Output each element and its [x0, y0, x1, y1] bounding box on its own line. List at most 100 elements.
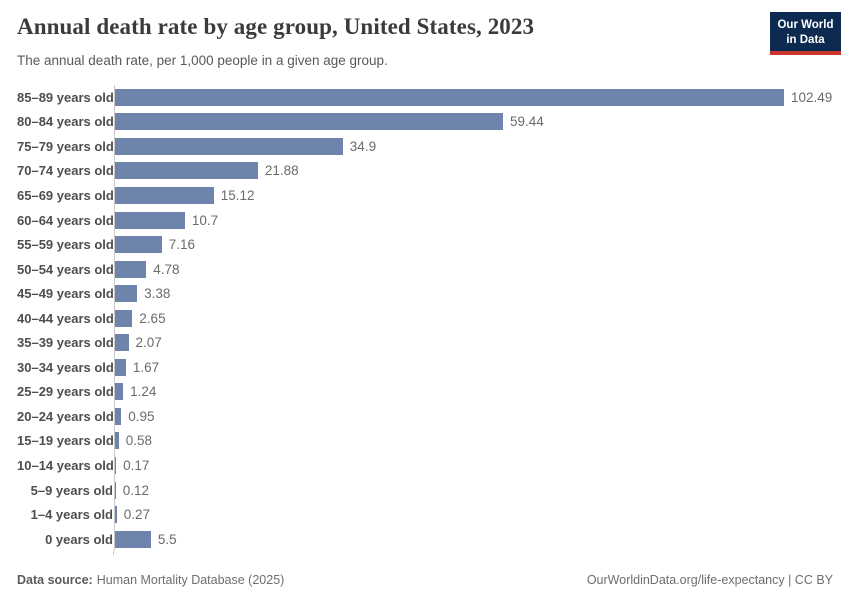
bar-track: 15.12: [114, 183, 840, 208]
category-label: 40–44 years old: [17, 310, 114, 326]
owid-logo-line2: in Data: [786, 33, 825, 46]
bar-track: 0.95: [114, 404, 840, 429]
category-label: 35–39 years old: [17, 335, 114, 351]
category-label: 1–4 years old: [30, 507, 113, 523]
value-label: 4.78: [153, 261, 180, 277]
bar-track: 0.58: [114, 428, 840, 454]
category-label: 45–49 years old: [17, 286, 114, 302]
bar-track: 7.16: [114, 232, 840, 257]
chart-row: 35–39 years old 2.07: [17, 330, 840, 356]
bar-track: 0.27: [114, 502, 840, 527]
chart-row: 85–89 years old 102.49: [17, 85, 840, 110]
category-label: 5–9 years old: [30, 482, 113, 498]
bar[interactable]: [115, 162, 258, 180]
category-label: 55–59 years old: [17, 237, 114, 253]
value-label: 15.12: [220, 187, 255, 203]
value-label: 59.44: [509, 114, 544, 130]
bar[interactable]: [115, 358, 126, 376]
bar-track: 1.24: [114, 379, 840, 405]
chart-row: 55–59 years old 7.16: [17, 232, 840, 257]
chart-row: 30–34 years old 1.67: [17, 355, 840, 380]
data-source-label: Data source:: [17, 573, 93, 587]
bar-track: 4.78: [114, 256, 840, 282]
chart-row: 45–49 years old 3.38: [17, 281, 840, 306]
bar-track: 0.17: [114, 453, 840, 478]
chart-footer: Data source: Human Mortality Database (20…: [17, 573, 833, 587]
data-source: Data source: Human Mortality Database (20…: [17, 573, 284, 587]
bar[interactable]: [115, 407, 122, 425]
value-label: 5.5: [157, 531, 177, 547]
bar[interactable]: [115, 137, 343, 155]
chart-row: 0 years old 5.5: [17, 526, 840, 552]
chart-row: 70–74 years old 21.88: [17, 158, 840, 184]
chart-row: 1–4 years old 0.27: [17, 502, 840, 527]
bar[interactable]: [115, 432, 119, 450]
axis-line-tail: [113, 551, 114, 556]
category-label: 20–24 years old: [17, 408, 114, 424]
bar-track: 1.67: [114, 355, 840, 380]
bar-track: 10.7: [114, 207, 840, 233]
category-label: 25–29 years old: [17, 384, 114, 400]
value-label: 7.16: [168, 237, 196, 253]
bar[interactable]: [115, 506, 117, 524]
bar[interactable]: [115, 211, 185, 229]
value-label: 0.12: [122, 482, 150, 498]
bar[interactable]: [115, 530, 151, 548]
bar[interactable]: [115, 88, 784, 106]
bar[interactable]: [115, 481, 116, 499]
value-label: 1.24: [130, 384, 157, 400]
owid-logo[interactable]: Our World in Data: [770, 12, 841, 56]
value-label: 3.38: [144, 286, 171, 302]
chart-row: 65–69 years old 15.12: [17, 183, 840, 208]
bar-chart: 85–89 years old 102.49 80–84 years old 5…: [17, 85, 840, 556]
category-label: 60–64 years old: [17, 212, 114, 228]
bar[interactable]: [115, 334, 129, 352]
value-label: 1.67: [132, 359, 160, 375]
bar[interactable]: [115, 113, 503, 131]
category-label: 15–19 years old: [17, 433, 114, 449]
bar[interactable]: [115, 285, 138, 303]
bar[interactable]: [115, 456, 117, 474]
category-label: 65–69 years old: [17, 187, 114, 203]
bar[interactable]: [115, 260, 147, 278]
bar-track: 34.9: [114, 134, 840, 159]
chart-row: 20–24 years old 0.95: [17, 404, 840, 429]
owid-logo-line1: Our World: [777, 19, 834, 31]
category-label: 75–79 years old: [17, 138, 114, 154]
data-source-value: Human Mortality Database (2025): [96, 573, 285, 587]
value-label: 102.49: [791, 89, 833, 105]
bar-track: 2.07: [114, 330, 840, 356]
category-label: 30–34 years old: [17, 359, 114, 375]
chart-row: 75–79 years old 34.9: [17, 134, 840, 159]
chart-title: Annual death rate by age group, United S…: [17, 14, 535, 39]
category-label: 70–74 years old: [17, 163, 114, 179]
value-label: 10.7: [191, 212, 219, 228]
value-label: 34.9: [349, 138, 377, 154]
bar-track: 3.38: [114, 281, 840, 306]
bar-track: 2.65: [114, 305, 840, 331]
value-label: 0.95: [128, 408, 155, 424]
value-label: 0.27: [123, 507, 151, 523]
chart-row: 50–54 years old 4.78: [17, 256, 840, 282]
chart-row: 40–44 years old 2.65: [17, 305, 840, 331]
chart-row: 25–29 years old 1.24: [17, 379, 840, 405]
value-label: 21.88: [264, 163, 299, 179]
bar[interactable]: [115, 383, 124, 401]
bar-track: 21.88: [114, 158, 840, 184]
value-label: 0.58: [125, 433, 153, 449]
bar[interactable]: [115, 236, 162, 254]
category-label: 80–84 years old: [17, 114, 114, 130]
value-label: 0.17: [123, 457, 150, 473]
chart-row: 80–84 years old 59.44: [17, 109, 840, 135]
chart-row: 10–14 years old 0.17: [17, 453, 840, 478]
footer-link[interactable]: OurWorldinData.org/life-expectancy | CC …: [586, 573, 833, 587]
chart-row: 15–19 years old 0.58: [17, 428, 840, 454]
category-label: 50–54 years old: [17, 261, 114, 277]
bar-track: 59.44: [114, 109, 840, 135]
chart-row: 60–64 years old 10.7: [17, 207, 840, 233]
bar[interactable]: [115, 186, 214, 204]
category-label: 10–14 years old: [17, 457, 114, 473]
bar-track: 102.49: [114, 85, 840, 110]
bar[interactable]: [115, 309, 133, 327]
